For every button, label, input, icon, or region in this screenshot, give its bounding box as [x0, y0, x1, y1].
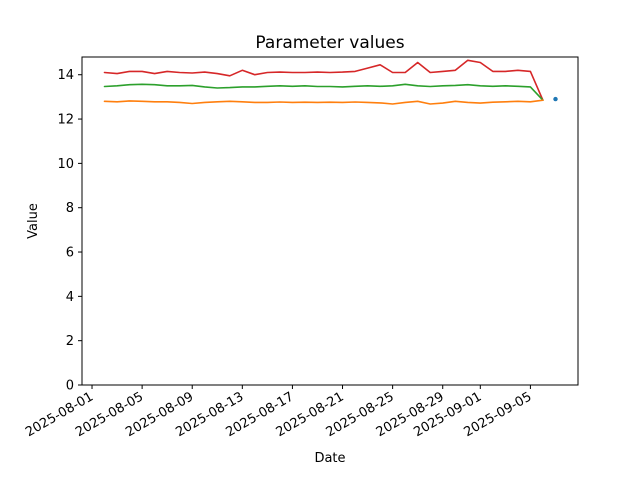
x-axis-label: Date — [314, 451, 345, 466]
y-tick-label: 2 — [66, 334, 74, 349]
y-tick-label: 0 — [66, 379, 74, 394]
y-tick-label: 14 — [57, 68, 74, 83]
y-tick-label: 10 — [57, 157, 74, 172]
series-line-green — [103, 83, 544, 101]
series-line-red — [103, 59, 544, 101]
scatter-point-blue — [553, 96, 558, 102]
y-tick-label: 12 — [57, 113, 74, 128]
plot-frame — [81, 56, 579, 386]
y-tick-label: 4 — [66, 290, 74, 305]
plot-area: 024681012142025-08-012025-08-052025-08-0… — [23, 56, 579, 440]
y-axis-label: Value — [26, 203, 41, 239]
series-line-orange — [103, 99, 544, 105]
y-tick-label: 8 — [66, 201, 74, 216]
y-tick-label: 6 — [66, 246, 74, 261]
chart-title: Parameter values — [255, 33, 404, 53]
